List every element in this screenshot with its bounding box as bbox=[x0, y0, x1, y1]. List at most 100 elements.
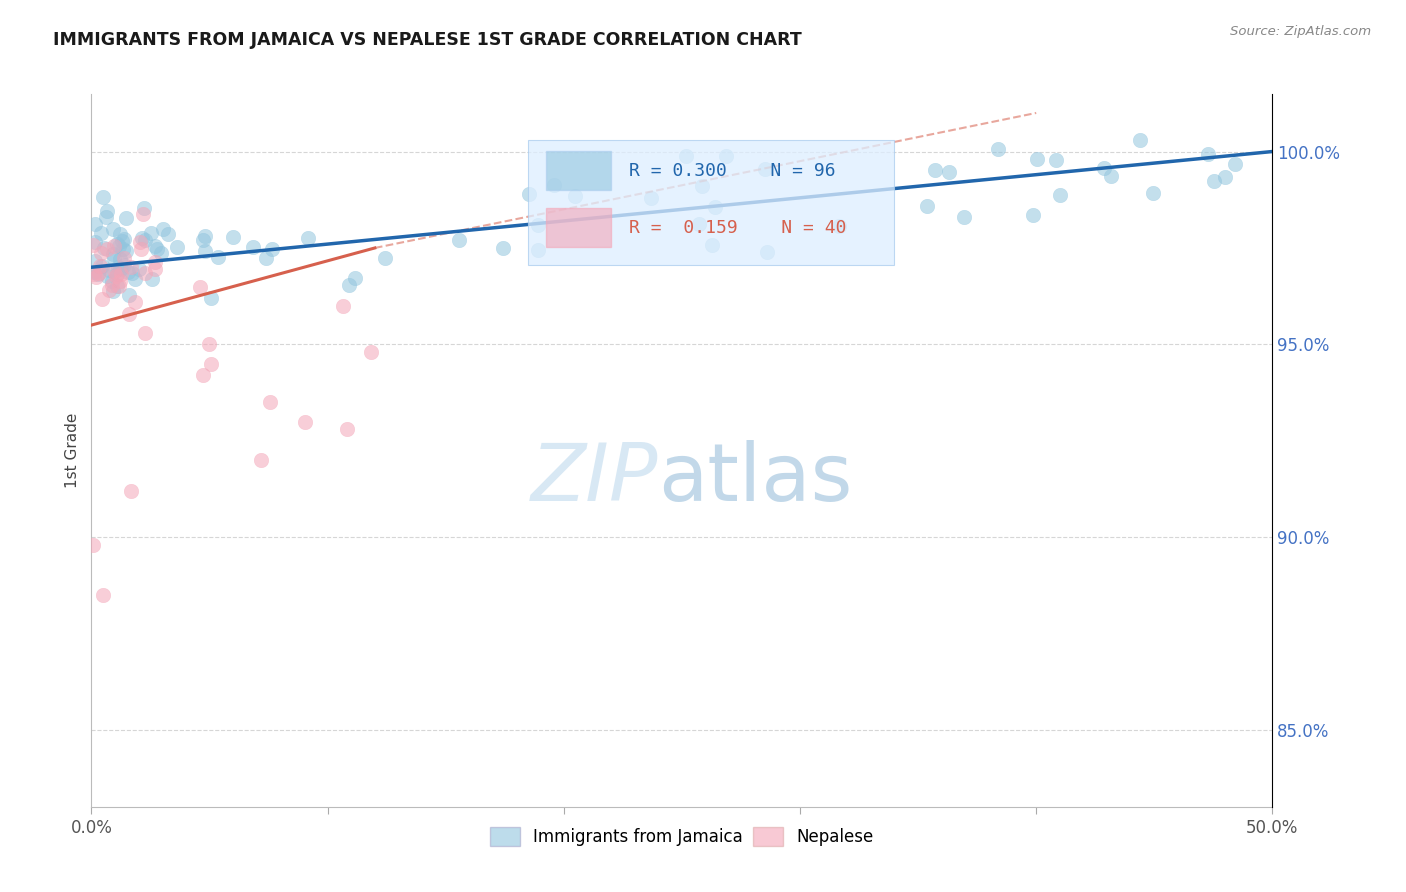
Point bbox=[1022, 208, 1045, 222]
Point bbox=[149, 245, 172, 260]
Point bbox=[101, 284, 124, 298]
Point bbox=[938, 165, 960, 179]
Point bbox=[84, 235, 107, 249]
Point bbox=[96, 210, 118, 224]
Point bbox=[564, 188, 586, 202]
Point bbox=[194, 229, 217, 244]
Point bbox=[121, 267, 143, 281]
Point bbox=[1025, 152, 1047, 166]
Point bbox=[754, 161, 776, 176]
Point bbox=[332, 299, 354, 313]
Point bbox=[250, 453, 273, 467]
Point bbox=[103, 222, 125, 236]
Point bbox=[87, 268, 110, 282]
Point bbox=[112, 258, 135, 272]
Point bbox=[688, 217, 710, 231]
Point bbox=[90, 245, 112, 260]
Point bbox=[108, 260, 131, 275]
Point bbox=[110, 267, 132, 281]
Point bbox=[96, 269, 118, 284]
Point bbox=[97, 283, 120, 297]
Point bbox=[360, 345, 382, 359]
Point bbox=[526, 243, 548, 257]
Point bbox=[924, 163, 946, 178]
Point bbox=[254, 251, 277, 265]
Point bbox=[207, 251, 229, 265]
Point bbox=[200, 291, 222, 305]
Point bbox=[128, 262, 150, 277]
Point bbox=[83, 265, 105, 279]
Point bbox=[1129, 132, 1152, 146]
Point bbox=[952, 211, 974, 225]
Point bbox=[1202, 174, 1225, 188]
Point bbox=[103, 264, 125, 278]
Point bbox=[93, 241, 115, 255]
Point bbox=[117, 265, 139, 279]
Y-axis label: 1st Grade: 1st Grade bbox=[65, 413, 80, 488]
Point bbox=[242, 240, 264, 254]
Point bbox=[343, 271, 366, 285]
Point bbox=[124, 272, 146, 286]
Point bbox=[89, 259, 111, 273]
Point bbox=[675, 149, 697, 163]
Point bbox=[128, 235, 150, 250]
Point bbox=[83, 267, 105, 281]
Point bbox=[91, 190, 114, 204]
Point bbox=[105, 267, 128, 281]
Point bbox=[1197, 147, 1219, 161]
Text: IMMIGRANTS FROM JAMAICA VS NEPALESE 1ST GRADE CORRELATION CHART: IMMIGRANTS FROM JAMAICA VS NEPALESE 1ST … bbox=[53, 31, 803, 49]
Point bbox=[96, 204, 118, 219]
Point bbox=[1092, 161, 1115, 176]
Point bbox=[259, 395, 281, 409]
Point bbox=[96, 242, 118, 256]
Point bbox=[83, 254, 105, 268]
Point bbox=[134, 266, 156, 280]
Point bbox=[492, 241, 515, 255]
Point bbox=[1099, 169, 1122, 183]
Point bbox=[132, 202, 155, 216]
Point bbox=[145, 261, 167, 276]
Point bbox=[103, 247, 125, 261]
Point bbox=[526, 218, 548, 232]
Point bbox=[297, 231, 319, 245]
Point bbox=[110, 252, 132, 266]
Point bbox=[157, 227, 180, 242]
Point bbox=[134, 233, 156, 247]
Point bbox=[640, 191, 662, 205]
Point bbox=[1049, 187, 1071, 202]
Point bbox=[108, 227, 131, 241]
Point bbox=[714, 149, 737, 163]
Point bbox=[131, 231, 153, 245]
Text: ZIP: ZIP bbox=[531, 440, 658, 518]
Point bbox=[101, 277, 124, 292]
Point bbox=[111, 235, 134, 249]
Point bbox=[124, 295, 146, 310]
Point bbox=[294, 415, 316, 429]
Point bbox=[115, 244, 138, 258]
Point bbox=[543, 178, 565, 193]
Point bbox=[194, 244, 217, 258]
Point bbox=[108, 278, 131, 293]
Point bbox=[112, 251, 135, 265]
Point bbox=[915, 199, 938, 213]
Point bbox=[188, 279, 211, 293]
Point bbox=[198, 337, 221, 351]
Point bbox=[700, 238, 723, 252]
Point bbox=[90, 226, 112, 240]
Text: atlas: atlas bbox=[658, 440, 852, 518]
Point bbox=[91, 260, 114, 274]
Point bbox=[1142, 186, 1164, 201]
Point bbox=[755, 244, 778, 259]
Point bbox=[89, 266, 111, 280]
Point bbox=[118, 306, 141, 320]
Point bbox=[108, 274, 131, 288]
Point bbox=[191, 368, 214, 383]
Point bbox=[193, 233, 215, 247]
Point bbox=[449, 233, 471, 247]
Point bbox=[704, 200, 727, 214]
Point bbox=[690, 178, 713, 193]
Point bbox=[222, 229, 245, 244]
Point bbox=[120, 260, 142, 274]
Point bbox=[141, 272, 163, 286]
Point bbox=[118, 288, 141, 302]
